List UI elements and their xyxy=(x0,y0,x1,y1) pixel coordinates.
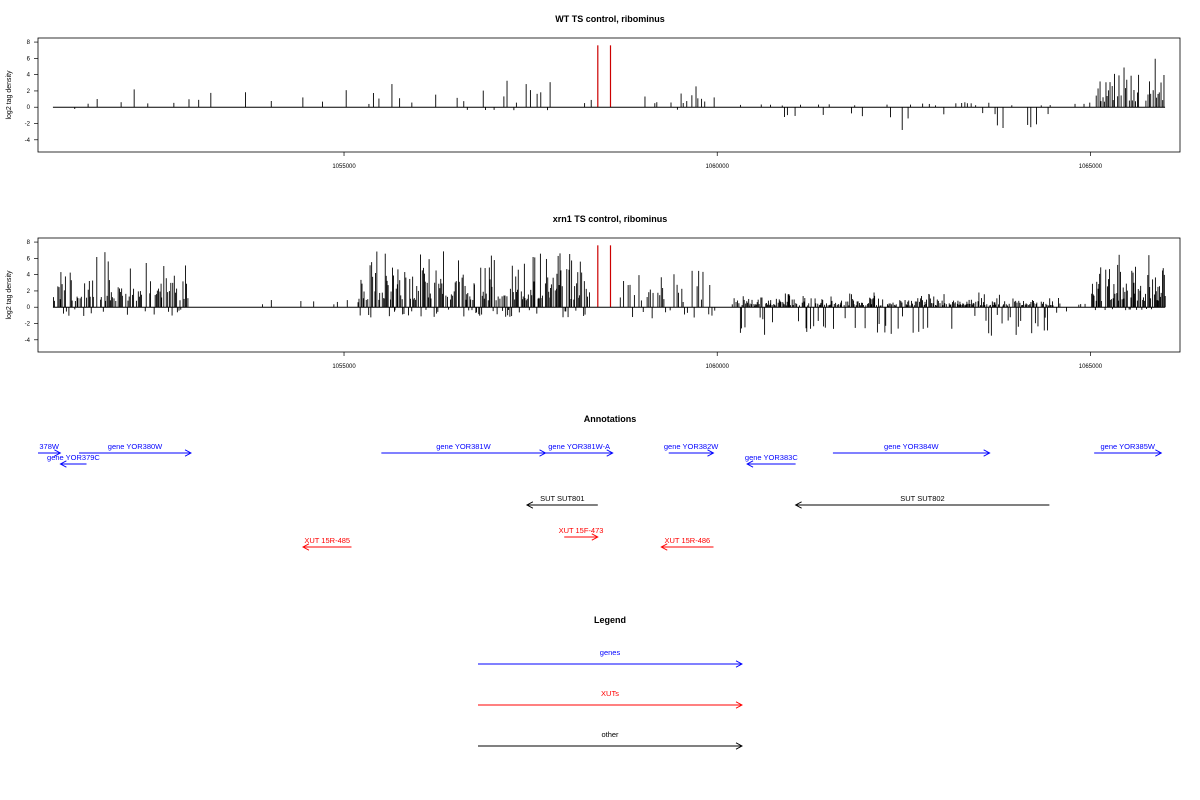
y-tick-label: 4 xyxy=(27,273,31,279)
annotation-feature: gene YOR381W-A xyxy=(545,442,614,457)
annotation-feature: gene YOR379C xyxy=(47,453,100,468)
y-tick-label: -2 xyxy=(25,122,31,128)
annotation-feature: XUT 15F-473 xyxy=(559,526,604,541)
y-tick-label: 6 xyxy=(27,56,31,62)
feature-arrow-head xyxy=(59,460,67,468)
y-tick-label: 6 xyxy=(27,256,31,262)
xrn1-highlight-bars xyxy=(597,245,612,308)
x-tick-label: 1060000 xyxy=(706,364,730,370)
feature-label: gene YOR382W xyxy=(664,442,719,451)
wt-x-ticks: 1055000 1060000 1065000 xyxy=(332,152,1103,170)
legend-arrow-head xyxy=(735,701,743,709)
x-tick-label: 1055000 xyxy=(332,364,356,370)
xrn1-track-title: xrn1 TS control, ribominus xyxy=(553,214,668,224)
legend-items: genes XUTs other xyxy=(478,648,743,750)
feature-arrow-head xyxy=(1155,449,1163,457)
y-tick-label: 4 xyxy=(27,73,31,79)
feature-label: 378W xyxy=(39,442,60,451)
feature-arrow-head xyxy=(184,449,192,457)
x-tick-label: 1055000 xyxy=(332,164,356,170)
annotation-feature: SUT SUT801 xyxy=(525,494,598,509)
feature-label: XUT 15R-485 xyxy=(304,536,350,545)
legend-arrow-head xyxy=(735,742,743,750)
annotation-feature: SUT SUT802 xyxy=(794,494,1050,509)
y-tick-label: 8 xyxy=(27,40,31,46)
wt-y-axis-label: log2 tag density xyxy=(6,70,13,120)
feature-arrow-head xyxy=(983,449,991,457)
feature-label: gene YOR381W-A xyxy=(548,442,610,451)
wt-track-panel: WT TS control, ribominus log2 tag densit… xyxy=(6,14,1181,170)
y-tick-label: 2 xyxy=(27,289,31,295)
wt-plot-frame xyxy=(37,37,1181,153)
feature-arrow-head xyxy=(54,449,62,457)
wt-signal-bars xyxy=(74,58,1165,130)
x-tick-label: 1065000 xyxy=(1079,364,1103,370)
y-tick-label: 2 xyxy=(27,89,31,95)
feature-arrow-head xyxy=(591,533,599,541)
annotation-feature: XUT 15R-485 xyxy=(302,536,352,551)
feature-label: SUT SUT801 xyxy=(540,494,584,503)
x-tick-label: 1065000 xyxy=(1079,164,1103,170)
annotation-feature: gene YOR381W xyxy=(381,442,547,457)
feature-label: gene YOR379C xyxy=(47,453,100,462)
y-tick-label: -4 xyxy=(25,138,31,144)
feature-label: gene YOR380W xyxy=(108,442,163,451)
legend: Legend genes XUTs other xyxy=(478,615,743,750)
legend-item: XUTs xyxy=(478,689,743,709)
legend-label: genes xyxy=(600,648,621,657)
y-tick-label: 8 xyxy=(27,240,31,246)
feature-label: gene YOR384W xyxy=(884,442,939,451)
legend-label: other xyxy=(601,730,619,739)
xrn1-x-ticks: 1055000 1060000 1065000 xyxy=(332,352,1103,370)
feature-arrow-head xyxy=(302,543,310,551)
xrn1-y-axis-label: log2 tag density xyxy=(6,270,13,320)
legend-item: genes xyxy=(478,648,743,668)
feature-label: XUT 15R-486 xyxy=(665,536,711,545)
legend-label: XUTs xyxy=(601,689,619,698)
annotation-feature: gene YOR384W xyxy=(832,442,991,457)
feature-label: gene YOR381W xyxy=(436,442,491,451)
xrn1-y-ticks: 8 6 4 2 0 -2 -4 xyxy=(25,240,38,344)
annotation-feature: gene YOR385W xyxy=(1094,442,1163,457)
feature-label: gene YOR385W xyxy=(1101,442,1156,451)
annotation-features: 378W gene YOR379C gene YOR380W gene YOR381W… xyxy=(38,442,1163,551)
y-tick-label: 0 xyxy=(27,305,31,311)
feature-label: gene YOR383C xyxy=(745,453,798,462)
annotation-feature: gene YOR382W xyxy=(664,442,719,457)
y-tick-label: 0 xyxy=(27,105,31,111)
annotations-title: Annotations xyxy=(584,414,637,424)
legend-arrow-head xyxy=(735,660,743,668)
xrn1-signal-bars xyxy=(53,251,1166,336)
legend-title: Legend xyxy=(594,615,626,625)
wt-highlight-bars xyxy=(597,45,612,108)
y-tick-label: -4 xyxy=(25,338,31,344)
annotations-track: Annotations 378W gene YOR379C gene YOR380W… xyxy=(38,414,1163,551)
feature-arrow-head xyxy=(707,449,715,457)
wt-track-title: WT TS control, ribominus xyxy=(555,14,665,24)
feature-arrow-head xyxy=(746,460,754,468)
feature-label: SUT SUT802 xyxy=(900,494,944,503)
y-tick-label: -2 xyxy=(25,322,31,328)
annotation-feature: XUT 15R-486 xyxy=(660,536,714,551)
feature-label: XUT 15F-473 xyxy=(559,526,604,535)
wt-y-ticks: 8 6 4 2 0 -2 -4 xyxy=(25,40,38,144)
annotation-feature: gene YOR383C xyxy=(745,453,798,468)
feature-arrow-head xyxy=(525,501,534,509)
feature-arrow-head xyxy=(606,449,614,457)
xrn1-track-panel: xrn1 TS control, ribominus log2 tag dens… xyxy=(6,214,1181,370)
annotation-feature: 378W xyxy=(38,442,62,457)
feature-arrow-head xyxy=(794,501,802,509)
x-tick-label: 1060000 xyxy=(706,164,730,170)
xrn1-plot-frame xyxy=(37,237,1181,353)
annotation-feature: gene YOR380W xyxy=(79,442,192,457)
legend-item: other xyxy=(478,730,743,750)
feature-arrow-head xyxy=(660,543,668,551)
